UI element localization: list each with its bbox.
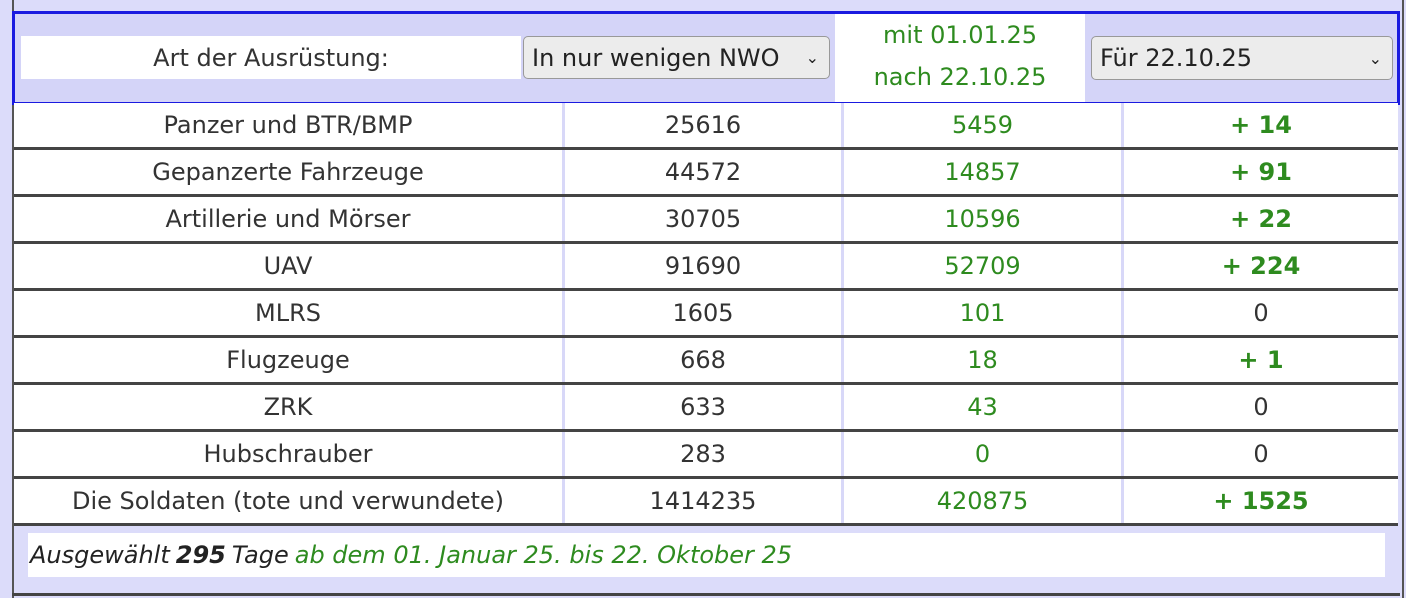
chevron-down-icon: ⌄ — [805, 48, 819, 67]
range-end: nach 22.10.25 — [873, 63, 1047, 91]
cell-name: Artillerie und Mörser — [14, 195, 564, 244]
table-row: ZRK 633 43 0 — [14, 383, 1398, 432]
cell-period: 43 — [841, 383, 1123, 432]
table-row: MLRS 1605 101 0 — [14, 289, 1398, 338]
cell-period: 14857 — [841, 148, 1123, 197]
cell-period: 52709 — [841, 242, 1123, 291]
cell-total: 1605 — [562, 289, 843, 338]
cell-day: + 14 — [1121, 103, 1398, 150]
cell-period: 101 — [841, 289, 1123, 338]
cell-period: 10596 — [841, 195, 1123, 244]
table-row: Flugzeuge 668 18 + 1 — [14, 336, 1398, 385]
cell-name: Hubschrauber — [14, 430, 564, 479]
cell-day: + 224 — [1121, 242, 1398, 291]
table-row: Panzer und BTR/BMP 25616 5459 + 14 — [14, 103, 1398, 150]
cell-period: 18 — [841, 336, 1123, 385]
cell-day: 0 — [1121, 383, 1398, 432]
table-row: Hubschrauber 283 0 0 — [14, 430, 1398, 479]
chevron-down-icon: ⌄ — [1368, 48, 1382, 68]
cell-name: MLRS — [14, 289, 564, 338]
summary-days: 295 — [175, 541, 226, 569]
divider — [12, 593, 1400, 596]
cell-total: 668 — [562, 336, 843, 385]
cell-day: 0 — [1121, 289, 1398, 338]
cell-name: Die Soldaten (tote und verwundete) — [14, 477, 564, 526]
equipment-type-label: Art der Ausrüstung: — [21, 36, 521, 79]
losses-table: Panzer und BTR/BMP 25616 5459 + 14 Gepanzert… — [14, 103, 1398, 526]
cell-total: 44572 — [562, 148, 843, 197]
cell-period: 420875 — [841, 477, 1123, 526]
cell-total: 1414235 — [562, 477, 843, 526]
cell-day: + 1 — [1121, 336, 1398, 385]
range-start: mit 01.01.25 — [883, 21, 1037, 49]
summary-range: ab dem 01. Januar 25. bis 22. Oktober 25 — [294, 541, 793, 569]
cell-day: 0 — [1121, 430, 1398, 479]
cell-day: + 91 — [1121, 148, 1398, 197]
cell-name: UAV — [14, 242, 564, 291]
cell-day: + 1525 — [1121, 477, 1398, 526]
date-select-value: Für 22.10.25 — [1100, 44, 1253, 72]
cell-period: 0 — [841, 430, 1123, 479]
cell-total: 91690 — [562, 242, 843, 291]
table-row: Die Soldaten (tote und verwundete) 141423… — [14, 477, 1398, 526]
table-row: Artillerie und Mörser 30705 10596 + 22 — [14, 195, 1398, 244]
cell-total: 25616 — [562, 103, 843, 150]
summary-suffix: Tage — [231, 541, 289, 569]
region-select-value: In nur wenigen NWO — [532, 43, 780, 72]
date-select[interactable]: Für 22.10.25 ⌄ — [1091, 36, 1393, 80]
filter-header: Art der Ausrüstung: In nur wenigen NWO ⌄ … — [12, 11, 1400, 105]
cell-total: 30705 — [562, 195, 843, 244]
region-select[interactable]: In nur wenigen NWO ⌄ — [523, 36, 830, 79]
cell-name: Flugzeuge — [14, 336, 564, 385]
cell-total: 283 — [562, 430, 843, 479]
selection-summary: Ausgewählt 295 Tage ab dem 01. Januar 25. b… — [28, 533, 1385, 577]
summary-prefix: Ausgewählt — [30, 541, 170, 569]
cell-name: Gepanzerte Fahrzeuge — [14, 148, 564, 197]
cell-name: Panzer und BTR/BMP — [14, 103, 564, 150]
cell-period: 5459 — [841, 103, 1123, 150]
cell-total: 633 — [562, 383, 843, 432]
table-row: Gepanzerte Fahrzeuge 44572 14857 + 91 — [14, 148, 1398, 197]
date-range: mit 01.01.25 nach 22.10.25 — [835, 14, 1085, 102]
cell-day: + 22 — [1121, 195, 1398, 244]
cell-name: ZRK — [14, 383, 564, 432]
table-row: UAV 91690 52709 + 224 — [14, 242, 1398, 291]
